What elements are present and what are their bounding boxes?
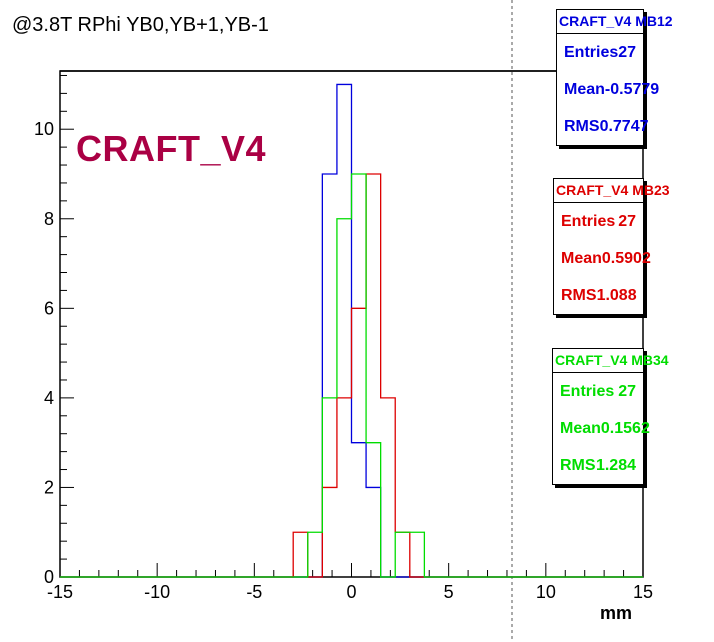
stats-box-mb12: CRAFT_V4 MB12 Entries 27 Mean -0.5779 RMS 0… [556, 9, 673, 146]
entries-label: Entries [561, 212, 616, 230]
chart-title: @3.8T RPhi YB0,YB+1,YB-1 [12, 14, 269, 36]
mean-value: -0.5779 [604, 80, 660, 98]
entries-value: 27 [618, 212, 636, 230]
rms-label: RMS [564, 117, 600, 135]
histogram-series-3 [60, 173, 643, 578]
rms-label: RMS [560, 456, 596, 474]
y-tick-label: 0 [44, 567, 54, 587]
stats-title: CRAFT_V4 MB34 [553, 349, 669, 373]
rms-label: RMS [561, 286, 597, 304]
x-axis-label: mm [600, 603, 633, 623]
stats-title: CRAFT_V4 MB23 [554, 179, 670, 203]
stats-box-mb23: CRAFT_V4 MB23 Entries 27 Mean 0.5902 RMS 1.… [553, 178, 670, 315]
stats-title: CRAFT_V4 MB12 [557, 10, 673, 34]
y-tick-label: 10 [34, 119, 54, 139]
y-tick-label: 4 [44, 388, 54, 408]
x-tick-label: -5 [246, 582, 262, 602]
axes: -15 -10 -5 0 5 10 15 0 2 4 6 8 10 [34, 74, 653, 602]
y-tick-label: 6 [44, 298, 54, 318]
y-tick-label: 2 [44, 477, 54, 497]
x-tick-label: 15 [633, 582, 653, 602]
stats-box-mb34: CRAFT_V4 MB34 Entries 27 Mean 0.1562 RMS 1.… [552, 348, 669, 485]
mean-label: Mean [564, 80, 605, 98]
series-group [60, 83, 643, 578]
rms-value: 0.7747 [599, 117, 649, 135]
x-tick-label: -10 [144, 582, 170, 602]
entries-label: Entries [564, 43, 619, 61]
mean-value: 0.1562 [600, 419, 650, 437]
y-tick-label: 8 [44, 209, 54, 229]
entries-value: 27 [618, 382, 636, 400]
mean-label: Mean [561, 249, 602, 267]
rms-value: 1.284 [595, 456, 636, 474]
mean-label: Mean [560, 419, 601, 437]
mean-value: 0.5902 [601, 249, 651, 267]
x-tick-label: 10 [536, 582, 556, 602]
entries-value: 27 [618, 43, 637, 61]
x-tick-label: 0 [346, 582, 356, 602]
overlay-label: CRAFT_V4 [76, 128, 267, 169]
x-tick-label: -15 [47, 582, 73, 602]
rms-value: 1.088 [596, 286, 637, 304]
x-tick-label: 5 [444, 582, 454, 602]
entries-label: Entries [560, 382, 615, 400]
